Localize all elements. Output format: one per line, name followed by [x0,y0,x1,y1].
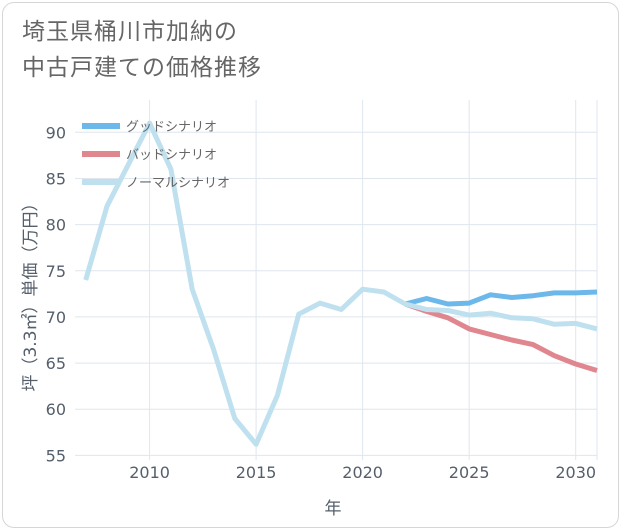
x-tick-labels: 2010 2015 2020 2025 2030 [129,463,596,482]
legend-label-1: バッドシナリオ [126,148,217,163]
y-tick-label: 75 [46,262,66,281]
chart-title-line-2: 中古戸建ての価格推移 [22,55,262,81]
chart-title: 埼玉県桶川市加納の 中古戸建ての価格推移 [22,14,522,86]
legend-label-2: ノーマルシナリオ [126,176,230,191]
y-tick-label: 60 [46,400,66,419]
y-tick-label: 55 [46,446,66,465]
series-line-0 [404,289,598,307]
y-tick-label: 85 [46,169,66,188]
x-tick-label: 2025 [449,463,490,482]
x-tick-label: 2030 [555,463,596,482]
legend-label-0: グッドシナリオ [126,120,217,135]
y-tick-labels: 55 60 65 70 75 80 85 90 [46,123,66,465]
x-tick-label: 2020 [342,463,383,482]
x-axis-label: 年 [325,499,342,519]
y-tick-label: 90 [46,123,66,142]
y-tick-label: 70 [46,308,66,327]
grid-lines [75,100,598,460]
x-tick-label: 2010 [129,463,170,482]
x-tick-label: 2015 [236,463,277,482]
series-lines [83,120,598,447]
series-line-1 [404,301,598,373]
y-tick-label: 80 [46,216,66,235]
chart-title-line-1: 埼玉県桶川市加納の [22,19,238,45]
y-axis-label: 坪（3.3㎡）単価（万円） [21,194,41,391]
y-tick-label: 65 [46,354,66,373]
series-line-2 [83,120,598,447]
